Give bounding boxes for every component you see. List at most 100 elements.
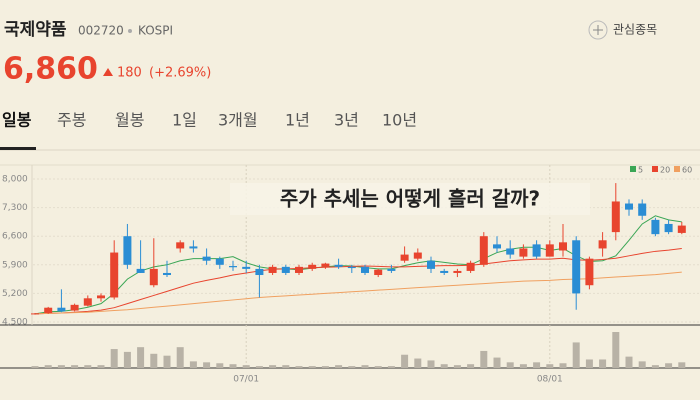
legend-label: 20 — [660, 166, 670, 175]
volume-bar — [176, 347, 184, 368]
tab[interactable]: 주봉 — [57, 111, 86, 130]
legend-swatch — [674, 166, 680, 172]
volume-bar — [559, 363, 567, 368]
volume-bar — [506, 362, 514, 368]
y-tick-label: 7,300 — [2, 203, 28, 213]
candle-body — [281, 266, 290, 273]
volume-bar — [533, 362, 541, 368]
volume-bar — [625, 356, 633, 368]
volume-bar — [57, 365, 65, 368]
y-tick-label: 5,200 — [2, 289, 28, 299]
candle-body — [611, 201, 620, 233]
candle-body — [625, 203, 633, 210]
candle-body — [585, 258, 594, 286]
volume-bar — [374, 366, 382, 368]
y-tick-label: 5,900 — [2, 260, 28, 270]
volume-bar — [678, 362, 686, 368]
volume-bar — [612, 332, 620, 368]
candle-body — [334, 264, 343, 267]
candle-body — [506, 248, 515, 255]
volume-bar — [242, 365, 250, 368]
candle-body — [479, 236, 488, 265]
candle-body — [638, 203, 647, 216]
candle-body — [400, 254, 409, 261]
volume-bar — [467, 364, 475, 368]
volume-bar — [229, 364, 237, 368]
tab[interactable]: 일봉 — [2, 111, 32, 130]
legend: 5 20 60 — [630, 166, 692, 175]
candle-body — [149, 268, 158, 286]
legend-swatch — [630, 166, 636, 172]
plus — [593, 25, 603, 35]
x-tick-label: 08/01 — [537, 375, 563, 385]
volume-bar — [44, 365, 52, 368]
candle-body — [532, 244, 541, 257]
candle-body — [255, 268, 264, 276]
volume-bar — [348, 366, 356, 368]
volume-bar — [519, 364, 527, 368]
volume-bar — [401, 354, 409, 368]
volume-bar — [308, 366, 316, 368]
tab[interactable]: 1일 — [172, 111, 197, 130]
candle-body — [44, 307, 53, 314]
volume-bar — [255, 366, 263, 368]
volume-bar — [123, 351, 131, 368]
candle-body — [361, 266, 369, 273]
candle-body — [545, 244, 554, 257]
tabs: 일봉 주봉 월봉 1일 3개월 1년 3년 10년 — [2, 111, 417, 130]
volume-bar — [638, 361, 646, 368]
tab[interactable]: 월봉 — [115, 111, 144, 130]
candle-body — [466, 262, 475, 271]
candle-body — [651, 219, 660, 235]
volume-bar — [31, 366, 39, 368]
candle-body — [453, 270, 462, 273]
separator — [128, 29, 132, 33]
volume-bar — [480, 350, 488, 368]
tab[interactable]: 3년 — [334, 111, 359, 130]
candle-body — [242, 266, 251, 269]
candle-body — [677, 225, 686, 233]
volume-bar — [189, 361, 197, 368]
market: KOSPI — [138, 24, 173, 38]
volume-bar — [137, 347, 145, 368]
tab[interactable]: 1년 — [285, 111, 310, 130]
volume-bar — [665, 363, 673, 368]
tab[interactable]: 10년 — [382, 111, 417, 130]
volume-bar — [651, 365, 659, 368]
candle-body — [31, 313, 39, 315]
y-tick-label: 4,500 — [2, 318, 28, 328]
candle-body — [347, 266, 356, 269]
legend-swatch — [652, 166, 658, 172]
volume-bar — [414, 358, 422, 368]
stock-code: 002720 — [78, 24, 124, 38]
watch-button[interactable]: 관심종목 — [588, 20, 657, 40]
candle-body — [123, 236, 132, 265]
watch-icon — [588, 20, 608, 40]
volume-bar — [361, 365, 369, 368]
legend-label: 60 — [682, 166, 692, 175]
volume-bar — [321, 366, 329, 368]
volume-bar — [282, 365, 290, 368]
candle-body — [163, 272, 171, 276]
candle-body — [83, 298, 92, 306]
volume-bar — [97, 365, 105, 368]
volume-bar — [110, 349, 118, 368]
candle-body — [57, 307, 66, 312]
tab[interactable]: 3개월 — [218, 111, 258, 130]
volume-bar — [163, 355, 171, 368]
candle-body — [70, 304, 79, 311]
candle-body — [493, 244, 501, 249]
volume-bar — [269, 365, 277, 368]
watch-label[interactable]: 관심종목 — [613, 23, 657, 37]
volume-bar — [150, 353, 158, 368]
candle-body — [308, 264, 317, 269]
candle-body — [598, 240, 607, 249]
candle-body — [374, 269, 383, 276]
chart: 4,500 5,200 5,900 6,600 7,300 8,000 07/01 08/01… — [0, 164, 700, 385]
volume-bar — [335, 365, 343, 368]
candle-body — [110, 252, 119, 298]
candle-body — [268, 266, 277, 273]
change-pct: (+2.69%) — [149, 66, 211, 81]
volume-bar — [295, 366, 303, 368]
